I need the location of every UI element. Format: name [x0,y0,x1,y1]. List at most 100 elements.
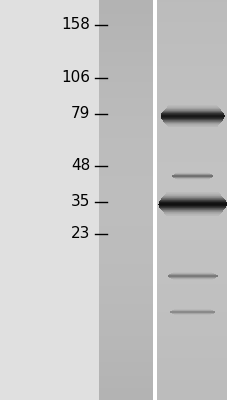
Bar [159,200,225,201]
Bar [157,82,227,84]
Bar [99,336,152,338]
Bar [157,294,227,296]
Bar [99,284,152,286]
Bar [99,58,152,60]
Bar [99,170,152,172]
Bar [157,220,227,222]
Bar [99,40,152,42]
Bar [99,264,152,266]
Bar [99,36,152,38]
Bar [157,380,227,382]
Bar [157,386,227,388]
Bar [99,328,152,330]
Bar [99,272,152,274]
Bar [157,222,227,224]
Bar [99,186,152,188]
Bar [157,62,227,64]
Bar [157,350,227,352]
Bar [99,340,152,342]
Bar [158,205,226,206]
Bar [99,48,152,50]
Bar [157,192,227,194]
Bar [99,8,152,10]
Bar [99,362,152,364]
Bar [99,300,152,302]
Bar [99,22,152,24]
Bar [99,318,152,320]
Bar [99,110,152,112]
Bar [99,4,152,6]
Bar [99,168,152,170]
Bar [157,186,227,188]
Bar [157,92,227,94]
Bar [99,190,152,192]
Bar [157,338,227,340]
Bar [157,252,227,254]
Bar [157,282,227,284]
Bar [99,308,152,310]
Bar [157,118,227,120]
Bar [99,172,152,174]
Bar [157,6,227,8]
Bar [99,152,152,154]
Bar [157,94,227,96]
Bar [157,224,227,226]
Bar [99,120,152,122]
Bar [99,310,152,312]
Bar [163,195,220,196]
Bar [99,104,152,106]
Bar [99,366,152,368]
Bar [157,300,227,302]
Bar [157,244,227,246]
Bar [157,46,227,48]
Bar [157,372,227,374]
Bar [157,130,227,132]
Bar [157,340,227,342]
Bar [99,230,152,232]
Bar [157,80,227,82]
Bar [157,162,227,164]
Bar [99,256,152,258]
Bar [162,211,222,212]
Bar [99,92,152,94]
Bar [99,64,152,66]
Bar [99,20,152,22]
Bar [157,76,227,78]
Bar [157,292,227,294]
Bar [99,262,152,264]
Bar [99,372,152,374]
Bar [99,234,152,236]
Bar [157,168,227,170]
Bar [157,316,227,318]
Bar [157,74,227,76]
Bar [99,348,152,350]
Bar [157,208,227,210]
Bar [99,6,152,8]
Bar [157,370,227,372]
Bar [164,213,220,214]
Bar [163,212,221,213]
Bar [157,102,227,104]
Bar [99,298,152,300]
Bar [99,354,152,356]
Bar [157,226,227,228]
Bar [99,378,152,380]
Bar [99,246,152,248]
Bar [157,154,227,156]
Bar [99,96,152,98]
Bar [99,156,152,158]
Bar [99,94,152,96]
Bar [99,382,152,384]
Bar [99,344,152,346]
Bar [99,70,152,72]
Bar [99,222,152,224]
Bar [157,108,227,110]
Bar [157,200,227,202]
Bar [157,84,227,86]
Bar [99,74,152,76]
Bar [99,130,152,132]
Bar [157,374,227,376]
Bar [157,88,227,90]
Bar [99,322,152,324]
Bar [99,288,152,290]
